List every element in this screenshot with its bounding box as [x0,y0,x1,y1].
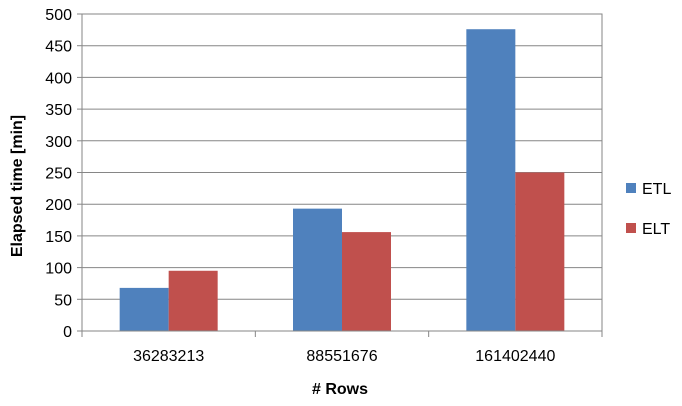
y-tick-label: 450 [45,39,72,56]
y-tick-label: 500 [45,7,72,24]
x-tick-label: 88551676 [306,348,377,365]
bar-elt-2 [515,172,565,331]
x-tick-labels: 36283213 88551676 161402440 [133,348,555,365]
y-tick-label: 50 [54,292,72,309]
x-axis-title: # Rows [312,381,368,398]
x-tick-label: 36283213 [133,348,204,365]
legend: ETL ELT [626,181,671,238]
bar-elt-1 [342,232,391,331]
bar-etl-1 [293,208,342,331]
legend-label-elt: ELT [642,221,670,238]
y-tick-label: 100 [45,261,72,278]
x-tick-label: 161402440 [475,348,555,365]
y-tick-label: 250 [45,166,72,183]
y-tick-label: 300 [45,134,72,151]
bar-elt-0 [168,270,218,331]
y-tick-label: 200 [45,197,72,214]
bar-etl-0 [119,287,169,331]
y-tick-label: 350 [45,102,72,119]
y-tick-labels: 0 50 100 150 200 250 300 350 400 450 500 [45,7,72,341]
y-tick-label: 400 [45,70,72,87]
bar-etl-2 [466,29,516,331]
axes [77,13,603,337]
legend-label-etl: ETL [642,181,671,198]
bars [119,29,565,331]
legend-swatch-etl [626,183,636,193]
y-tick-label: 0 [63,324,72,341]
y-axis-title: Elapsed time [min] [9,115,26,257]
y-tick-label: 150 [45,229,72,246]
legend-swatch-elt [626,223,636,233]
